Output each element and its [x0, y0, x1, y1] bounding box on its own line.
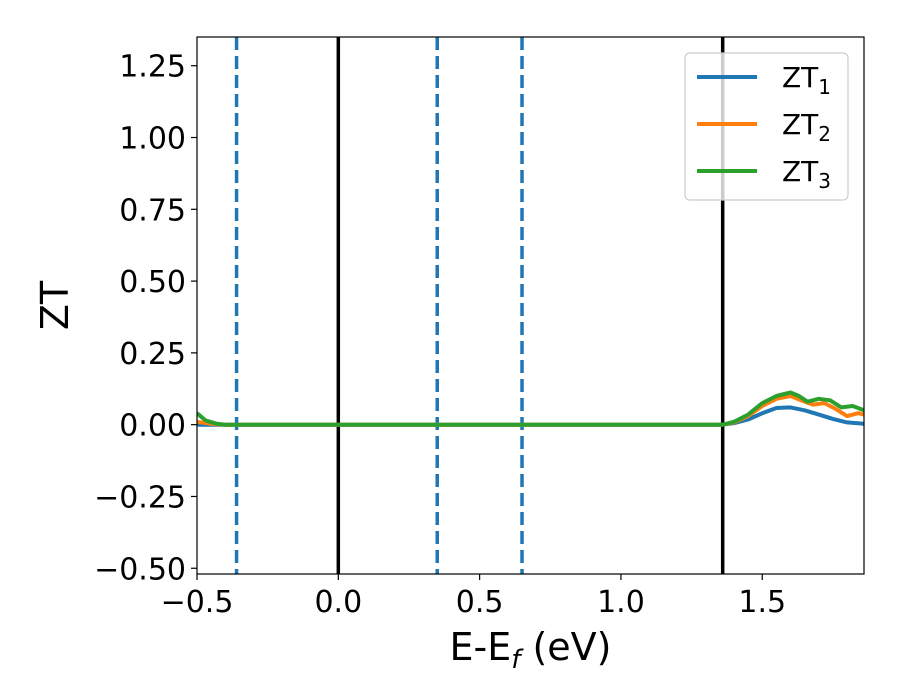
reference-lines — [234, 37, 725, 574]
x-axis-ticks: −0.5 0.0 0.5 1.0 1.5 — [161, 574, 786, 620]
x-tick-label: 0.5 — [456, 585, 504, 620]
y-tick-label: 1.00 — [119, 122, 186, 157]
legend: ZT1 ZT2 ZT3 — [684, 52, 849, 201]
x-tick-label: −0.5 — [161, 585, 234, 620]
series-line-zt3 — [197, 390, 864, 427]
y-tick-label: 0.25 — [119, 337, 186, 372]
legend-box — [684, 52, 849, 201]
y-axis-ticks: −0.50 −0.25 0.00 0.25 0.50 0.75 1.00 1.25 — [94, 50, 197, 587]
y-tick-label: 0.00 — [119, 409, 186, 444]
series-line-zt1 — [197, 405, 864, 427]
legend-label-1: ZT2 — [782, 108, 831, 146]
legend-label-2: ZT3 — [782, 155, 831, 193]
y-tick-label: 0.50 — [119, 265, 186, 300]
y-axis-label: ZT — [33, 280, 77, 330]
plot-frame — [196, 36, 865, 575]
x-tick-label: 1.0 — [597, 585, 645, 620]
x-tick-label: 1.5 — [738, 585, 786, 620]
y-tick-label: 1.25 — [119, 50, 186, 85]
series-lines — [197, 390, 864, 427]
x-axis-label: E-Ef (eV) — [450, 625, 612, 675]
y-tick-label: 0.75 — [119, 193, 186, 228]
legend-label-0: ZT1 — [782, 61, 831, 99]
y-tick-label: −0.50 — [94, 552, 186, 587]
y-tick-label: −0.25 — [94, 480, 186, 515]
x-tick-label: 0.0 — [314, 585, 362, 620]
